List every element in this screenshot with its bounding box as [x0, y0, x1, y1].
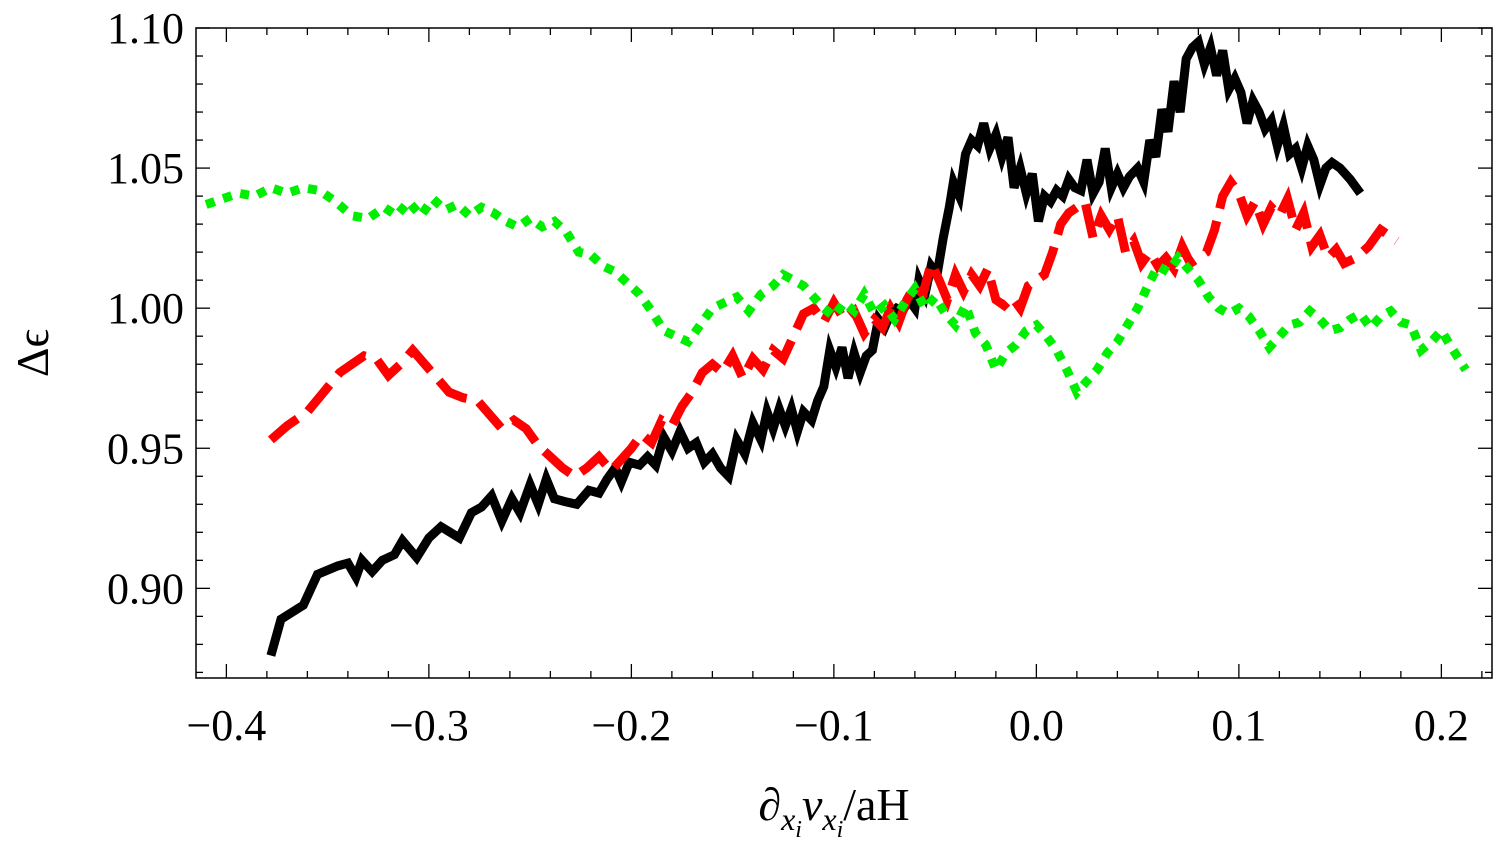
y-tick-label: 1.00 — [107, 284, 184, 333]
x-tick-label: 0.2 — [1414, 701, 1469, 750]
y-tick-label: 1.10 — [107, 4, 184, 53]
series-layer — [204, 31, 1470, 657]
y-axis-label: Δϵ — [7, 329, 58, 377]
y-tick-label: 1.05 — [107, 144, 184, 193]
x-tick-label: 0.1 — [1211, 701, 1266, 750]
x-tick-label: −0.3 — [389, 701, 469, 750]
x-tick-label: 0.0 — [1009, 701, 1064, 750]
axis-ticks — [196, 27, 1492, 678]
series-line-solid — [266, 31, 1365, 657]
y-tick-label: 0.95 — [107, 424, 184, 473]
x-axis-label: ∂xivxi/aH — [758, 779, 909, 843]
y-tick-label: 0.90 — [107, 564, 184, 613]
x-tick-label: −0.2 — [591, 701, 671, 750]
series-line-dashed — [267, 173, 1400, 482]
x-tick-label: −0.4 — [186, 701, 266, 750]
tick-labels: −0.4 −0.3 −0.2 −0.1 0.0 0.1 0.2 0.90 0.95 1.00 1.0… — [107, 4, 1469, 750]
plot-frame — [195, 27, 1493, 679]
x-tick-label: −0.1 — [794, 701, 874, 750]
